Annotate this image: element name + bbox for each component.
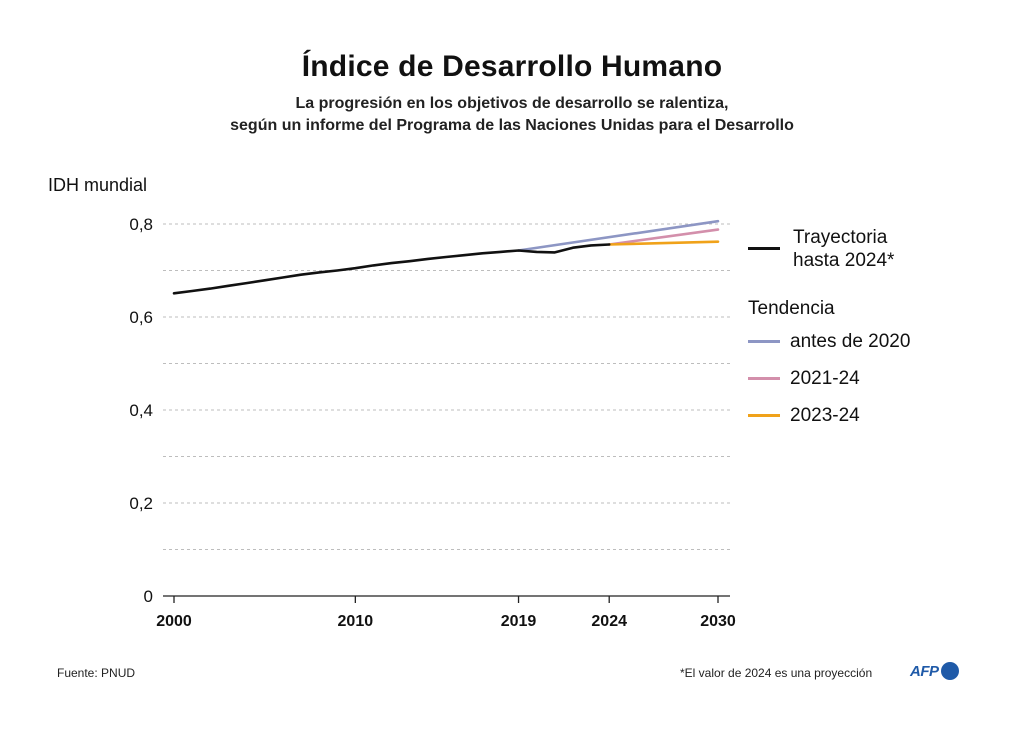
x-tick-label: 2019	[501, 613, 537, 630]
afp-logo-dot-icon	[940, 662, 959, 680]
series-line-2021-24	[607, 228, 720, 246]
series-line-trayectoria-hasta-2024	[172, 243, 611, 295]
y-axis-label: IDH mundial	[48, 175, 148, 195]
afp-logo: AFP	[910, 660, 959, 682]
source-note: Fuente: PNUD	[57, 666, 136, 680]
series-line-2023-24	[607, 240, 720, 246]
x-tick-label: 2010	[338, 613, 374, 630]
x-tick-label: 2030	[700, 613, 736, 630]
legend-label-2023-24: 2023-24	[790, 405, 860, 426]
legend-swatch-2021-24	[748, 377, 780, 380]
legend-label-trajectory-2: hasta 2024*	[793, 250, 895, 271]
legend-label-antes-2020: antes de 2020	[790, 331, 911, 352]
legend-label-2021-24: 2021-24	[790, 368, 860, 389]
legend-label-trajectory-1: Trayectoria	[793, 227, 888, 248]
y-tick-label: 0,6	[129, 308, 153, 327]
x-tick-label: 2000	[156, 613, 192, 630]
y-tick-label: 0,4	[129, 401, 153, 420]
legend-swatch-trajectory	[748, 247, 780, 250]
legend-group-title: Tendencia	[748, 298, 835, 319]
y-tick-label: 0,2	[129, 494, 153, 513]
afp-logo-text: AFP	[910, 662, 939, 680]
legend-swatch-2023-24	[748, 414, 780, 417]
y-tick-label: 0	[144, 587, 153, 606]
y-tick-label: 0,8	[129, 215, 153, 234]
series-line-antes-de-2020	[517, 219, 720, 252]
legend-swatch-antes-2020	[748, 340, 780, 343]
chart-title: Índice de Desarrollo Humano	[301, 50, 723, 83]
chart-subtitle-line-2: según un informe del Programa de las Nac…	[230, 117, 794, 134]
footnote: *El valor de 2024 es una proyección	[680, 666, 873, 680]
x-tick-label: 2024	[591, 613, 627, 630]
chart-subtitle-line-1: La progresión en los objetivos de desarr…	[295, 95, 729, 112]
